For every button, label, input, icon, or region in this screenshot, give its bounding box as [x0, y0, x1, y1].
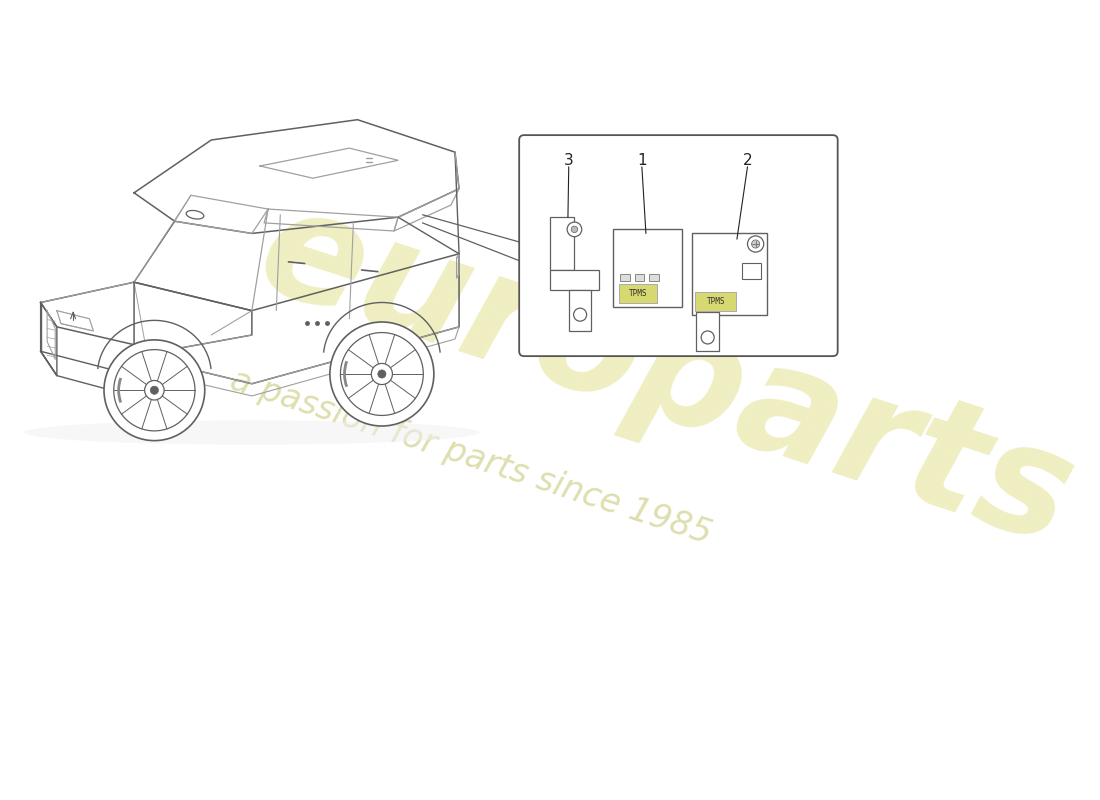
Text: a passion for parts since 1985: a passion for parts since 1985	[227, 363, 716, 550]
FancyBboxPatch shape	[741, 262, 761, 279]
Circle shape	[748, 236, 763, 252]
Text: TPMS: TPMS	[628, 289, 647, 298]
Circle shape	[340, 333, 424, 415]
Circle shape	[104, 340, 205, 441]
FancyBboxPatch shape	[550, 270, 598, 290]
Circle shape	[113, 350, 195, 431]
FancyBboxPatch shape	[620, 274, 629, 281]
FancyBboxPatch shape	[569, 290, 592, 331]
FancyBboxPatch shape	[550, 217, 574, 270]
FancyBboxPatch shape	[649, 274, 659, 281]
Circle shape	[568, 222, 582, 237]
Circle shape	[571, 226, 578, 233]
Text: 2: 2	[742, 153, 752, 168]
Text: 3: 3	[564, 153, 573, 168]
Circle shape	[573, 308, 586, 321]
Circle shape	[701, 331, 714, 344]
FancyBboxPatch shape	[696, 312, 719, 351]
Ellipse shape	[24, 420, 480, 445]
Ellipse shape	[186, 210, 204, 219]
Text: TPMS: TPMS	[706, 297, 725, 306]
Circle shape	[377, 370, 386, 378]
FancyBboxPatch shape	[614, 230, 682, 306]
Circle shape	[144, 381, 164, 400]
FancyBboxPatch shape	[619, 284, 658, 303]
FancyBboxPatch shape	[692, 234, 767, 314]
Circle shape	[330, 322, 433, 426]
FancyBboxPatch shape	[635, 274, 645, 281]
Text: europarts: europarts	[242, 174, 1091, 577]
Circle shape	[151, 386, 158, 394]
Text: 1: 1	[637, 153, 647, 168]
Circle shape	[751, 240, 760, 248]
Circle shape	[372, 363, 393, 385]
FancyBboxPatch shape	[695, 292, 736, 311]
FancyBboxPatch shape	[519, 135, 838, 356]
